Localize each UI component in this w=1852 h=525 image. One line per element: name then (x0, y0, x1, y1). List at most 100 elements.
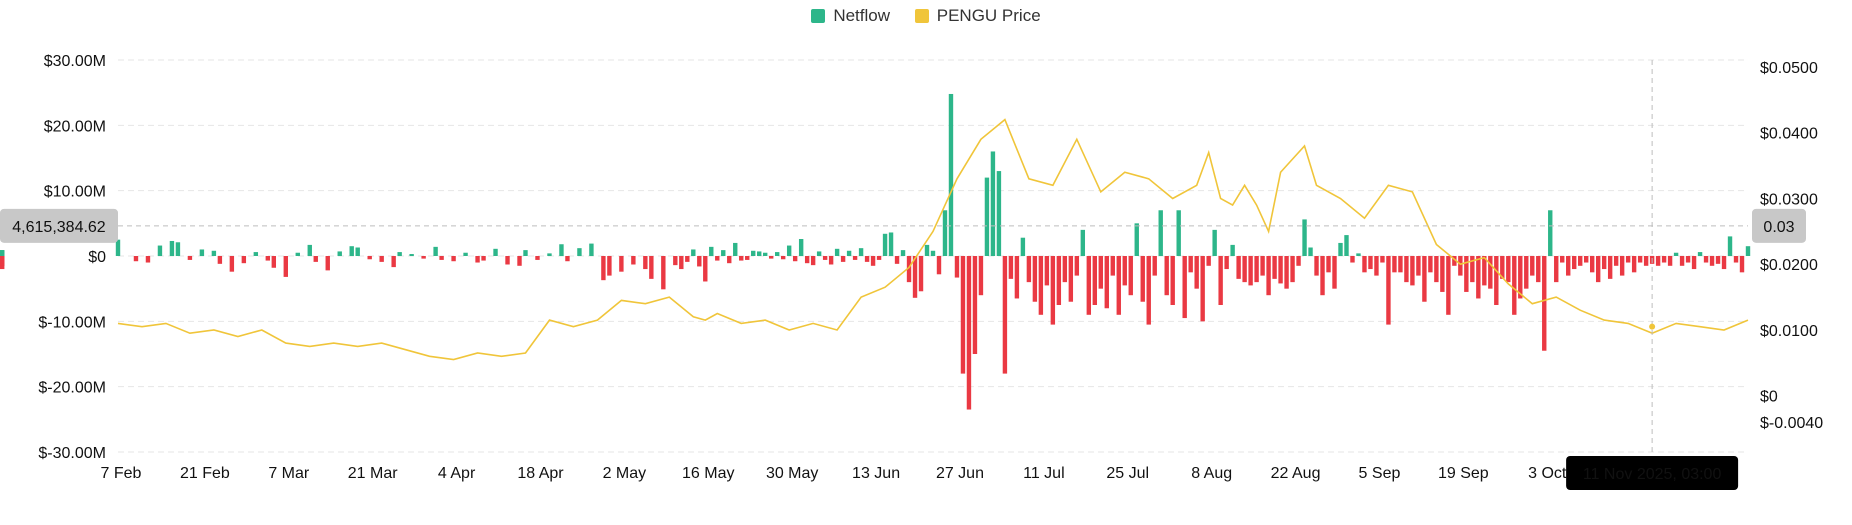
netflow-bar[interactable] (421, 256, 426, 259)
netflow-bar[interactable] (619, 256, 624, 272)
netflow-bar[interactable] (721, 250, 726, 256)
netflow-bar[interactable] (1074, 256, 1080, 276)
price-line-layer[interactable] (117, 118, 1749, 361)
netflow-bar[interactable] (493, 248, 498, 256)
netflow-bar[interactable] (1254, 256, 1259, 283)
netflow-bar[interactable] (1482, 256, 1487, 286)
netflow-bar[interactable] (1086, 256, 1092, 315)
netflow-bar[interactable] (1500, 256, 1505, 279)
netflow-bar[interactable] (1733, 256, 1739, 263)
netflow-bar[interactable] (439, 256, 444, 260)
netflow-bar[interactable] (816, 251, 822, 256)
netflow-bar[interactable] (1661, 256, 1667, 263)
netflow-bar[interactable] (379, 256, 384, 262)
netflow-bar[interactable] (1284, 256, 1289, 289)
netflow-bar[interactable] (792, 256, 798, 262)
netflow-bar[interactable] (565, 256, 570, 262)
netflow-bar[interactable] (882, 233, 888, 256)
netflow-bar[interactable] (1194, 256, 1199, 289)
netflow-bar[interactable] (1362, 256, 1367, 273)
netflow-bar[interactable] (739, 256, 744, 261)
netflow-bar[interactable] (211, 250, 217, 256)
netflow-bar[interactable] (864, 256, 870, 262)
netflow-bar[interactable] (481, 256, 486, 261)
netflow-bar[interactable] (691, 249, 696, 256)
netflow-bar[interactable] (1434, 256, 1439, 283)
netflow-bar[interactable] (1260, 256, 1265, 276)
netflow-bar[interactable] (942, 210, 948, 256)
netflow-bar[interactable] (1631, 256, 1637, 273)
netflow-bar[interactable] (1709, 256, 1715, 266)
netflow-bar[interactable] (1410, 256, 1415, 286)
netflow-bar[interactable] (1386, 256, 1391, 325)
netflow-bar[interactable] (870, 256, 876, 266)
netflow-bar[interactable] (1380, 256, 1385, 263)
netflow-bar[interactable] (1200, 256, 1205, 322)
netflow-bar[interactable] (1374, 256, 1379, 276)
netflow-bar[interactable] (1619, 256, 1625, 276)
netflow-bar[interactable] (1326, 256, 1331, 273)
netflow-bar[interactable] (948, 93, 954, 257)
netflow-bar[interactable] (1122, 256, 1127, 286)
netflow-bar[interactable] (307, 244, 312, 256)
netflow-bar[interactable] (1038, 256, 1044, 315)
netflow-bar[interactable] (804, 256, 810, 264)
netflow-bar[interactable] (1110, 256, 1115, 276)
netflow-bar[interactable] (505, 256, 510, 265)
netflow-bar[interactable] (1116, 256, 1121, 315)
netflow-bar[interactable] (1170, 256, 1175, 305)
netflow-bar[interactable] (1344, 235, 1349, 256)
netflow-bar[interactable] (936, 256, 942, 275)
netflow-bar[interactable] (1530, 256, 1535, 276)
netflow-bar[interactable] (1518, 256, 1523, 299)
netflow-bar[interactable] (1008, 256, 1014, 279)
netflow-bar[interactable] (966, 256, 972, 410)
netflow-bar[interactable] (325, 256, 330, 271)
netflow-bar[interactable] (1242, 256, 1247, 283)
netflow-bar[interactable] (679, 256, 684, 270)
netflow-bar[interactable] (1032, 256, 1038, 302)
netflow-bar[interactable] (1440, 256, 1445, 292)
netflow-bar[interactable] (1595, 256, 1601, 283)
netflow-bar[interactable] (1098, 256, 1103, 289)
netflow-bar[interactable] (463, 252, 468, 256)
netflow-bar[interactable] (451, 256, 456, 262)
netflow-bar[interactable] (1721, 256, 1727, 270)
netflow-bar[interactable] (0, 250, 5, 256)
netflow-bar[interactable] (1290, 256, 1295, 283)
netflow-bar[interactable] (757, 251, 762, 256)
netflow-bar[interactable] (1685, 256, 1691, 263)
netflow-bar[interactable] (1146, 256, 1151, 325)
netflow-bar[interactable] (894, 256, 900, 264)
netflow-bar[interactable] (846, 250, 852, 256)
netflow-bar[interactable] (1368, 256, 1373, 270)
netflow-bar[interactable] (535, 256, 540, 260)
netflow-bar[interactable] (1589, 256, 1595, 273)
netflow-bar[interactable] (1625, 256, 1631, 263)
netflow-bar[interactable] (828, 256, 834, 265)
netflow-bar[interactable] (601, 256, 606, 281)
netflow-bar[interactable] (1691, 256, 1697, 270)
legend-item-pengu-price[interactable]: PENGU Price (914, 6, 1041, 26)
netflow-bar[interactable] (745, 256, 750, 260)
netflow-bar[interactable] (409, 254, 414, 256)
netflow-bar[interactable] (241, 256, 247, 264)
netflow-bars[interactable] (0, 93, 1751, 410)
netflow-bar[interactable] (1152, 256, 1157, 276)
netflow-bar[interactable] (780, 256, 786, 260)
netflow-bar[interactable] (397, 252, 402, 256)
netflow-bar[interactable] (990, 151, 996, 256)
netflow-bar[interactable] (1320, 256, 1325, 296)
netflow-bar[interactable] (1398, 256, 1403, 273)
netflow-bar[interactable] (643, 256, 648, 270)
netflow-bar[interactable] (157, 245, 163, 256)
netflow-bar[interactable] (313, 256, 318, 262)
netflow-bar[interactable] (673, 256, 678, 266)
netflow-bar[interactable] (697, 256, 702, 267)
netflow-bar[interactable] (1524, 256, 1529, 289)
netflow-bar[interactable] (709, 246, 714, 256)
netflow-bar[interactable] (1578, 256, 1583, 266)
netflow-bar[interactable] (217, 256, 223, 264)
netflow-bar[interactable] (1236, 256, 1241, 279)
netflow-bar[interactable] (996, 171, 1002, 256)
